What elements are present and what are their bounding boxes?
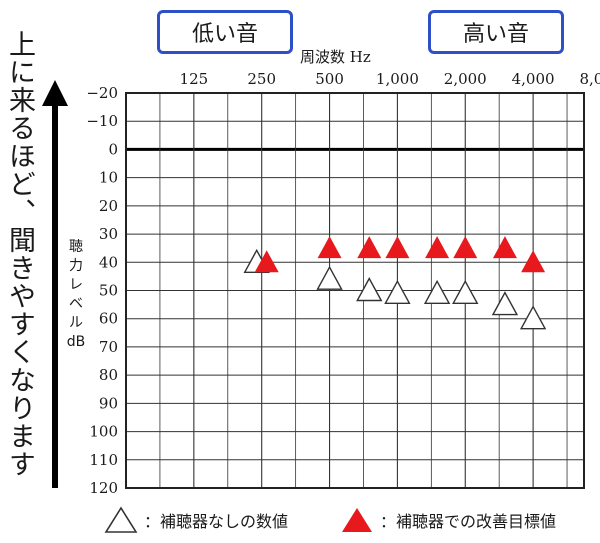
y-tick-label: 20: [99, 197, 118, 215]
hearing-note-text: 上に来るほど、聞きやすくなります: [4, 30, 35, 478]
legend-label-without-aid: ：補聴器なしの数値: [144, 512, 289, 531]
y-axis-title: 聴力レベル dB: [64, 238, 88, 352]
open-triangle-point: [519, 305, 547, 330]
y-tick-label: −10: [86, 112, 118, 130]
filled-triangle-point: [317, 236, 342, 259]
x-tick-label: 1,000: [376, 70, 419, 88]
open-triangle-point: [384, 279, 411, 305]
y-tick-label: 100: [89, 423, 118, 441]
x-tick-label: 250: [247, 70, 276, 88]
filled-triangle-point: [385, 236, 410, 259]
upward-arrow-icon: [42, 80, 68, 488]
legend-item-target: ：補聴器での改善目標値: [340, 505, 556, 535]
plot-frame: [125, 92, 585, 489]
y-tick-label: 50: [99, 282, 118, 300]
filled-triangle-point: [425, 236, 450, 259]
y-axis-title-text: 聴力レベル: [69, 239, 83, 331]
y-tick-label: 110: [89, 451, 118, 469]
x-axis-title: 周波数 Hz: [300, 48, 371, 66]
y-tick-label: 30: [99, 225, 118, 243]
y-tick-label: 80: [99, 366, 118, 384]
filled-triangle-point: [453, 236, 478, 259]
open-triangle-point: [491, 291, 519, 316]
filled-triangle-point: [357, 236, 382, 259]
x-tick-label: 4,000: [512, 70, 555, 88]
filled-triangle-icon: [342, 508, 372, 532]
y-tick-label: 60: [99, 310, 118, 328]
y-tick-label: −20: [86, 84, 118, 102]
y-axis-unit: dB: [66, 334, 86, 350]
y-tick-label: 10: [99, 169, 118, 187]
open-triangle-icon: [104, 506, 138, 533]
open-triangle-point: [356, 277, 383, 302]
x-tick-label: 2,000: [444, 70, 487, 88]
filled-triangle-point: [521, 250, 546, 273]
x-tick-label: 8,000: [579, 70, 600, 88]
x-tick-label: 500: [315, 70, 344, 88]
legend-item-without-aid: ：補聴器なしの数値: [104, 505, 288, 535]
low-sound-label: 低い音: [157, 10, 293, 54]
open-triangle-point: [452, 279, 479, 305]
filled-triangle-point: [492, 236, 517, 259]
open-triangle-point: [423, 279, 451, 305]
open-triangle-point: [316, 265, 343, 290]
y-tick-label: 0: [108, 140, 118, 158]
legend-label-target: ：補聴器での改善目標値: [380, 512, 557, 531]
y-tick-label: 70: [99, 338, 118, 356]
filled-triangle-point: [254, 250, 279, 273]
y-tick-label: 40: [99, 253, 118, 271]
y-tick-label: 120: [89, 479, 118, 497]
y-tick-label: 90: [99, 394, 118, 412]
x-tick-label: 125: [180, 70, 209, 88]
high-sound-label: 高い音: [428, 10, 564, 54]
